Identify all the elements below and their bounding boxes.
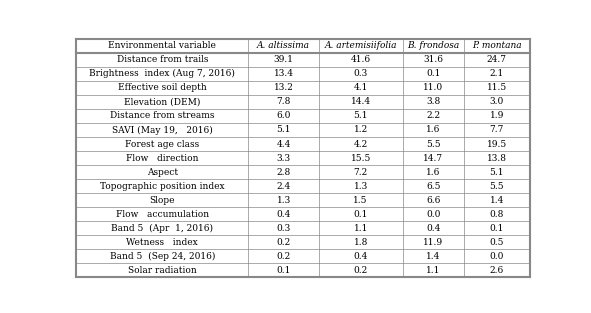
Text: 0.3: 0.3 bbox=[277, 224, 291, 233]
Text: 5.5: 5.5 bbox=[426, 140, 440, 149]
Text: 5.1: 5.1 bbox=[353, 111, 368, 121]
Text: 3.0: 3.0 bbox=[489, 97, 504, 106]
Text: 2.1: 2.1 bbox=[489, 69, 504, 78]
Text: 0.2: 0.2 bbox=[277, 238, 291, 247]
Text: 41.6: 41.6 bbox=[350, 55, 371, 64]
Text: 13.4: 13.4 bbox=[274, 69, 294, 78]
Text: Slope: Slope bbox=[150, 196, 175, 205]
Text: 3.8: 3.8 bbox=[426, 97, 440, 106]
Text: 0.1: 0.1 bbox=[353, 210, 368, 219]
Text: 1.4: 1.4 bbox=[489, 196, 504, 205]
Text: Elevation (DEM): Elevation (DEM) bbox=[124, 97, 200, 106]
Text: 6.5: 6.5 bbox=[426, 182, 440, 191]
Text: 4.4: 4.4 bbox=[277, 140, 291, 149]
Text: Flow   accumulation: Flow accumulation bbox=[116, 210, 209, 219]
Text: 0.2: 0.2 bbox=[353, 266, 368, 275]
Text: Band 5  (Sep 24, 2016): Band 5 (Sep 24, 2016) bbox=[110, 252, 215, 261]
Text: 1.9: 1.9 bbox=[489, 111, 504, 121]
Text: 11.0: 11.0 bbox=[423, 83, 443, 92]
Text: Environmental variable: Environmental variable bbox=[108, 41, 216, 50]
Text: 13.2: 13.2 bbox=[274, 83, 294, 92]
Text: 7.2: 7.2 bbox=[353, 167, 368, 177]
Text: 3.3: 3.3 bbox=[277, 154, 291, 162]
Text: Aspect: Aspect bbox=[147, 167, 178, 177]
Text: 0.4: 0.4 bbox=[426, 224, 440, 233]
Text: 31.6: 31.6 bbox=[423, 55, 443, 64]
Text: P. montana: P. montana bbox=[472, 41, 521, 50]
Text: 19.5: 19.5 bbox=[486, 140, 507, 149]
Text: Wetness   index: Wetness index bbox=[126, 238, 198, 247]
Text: Distance from streams: Distance from streams bbox=[110, 111, 215, 121]
Text: Flow   direction: Flow direction bbox=[126, 154, 199, 162]
Text: 6.6: 6.6 bbox=[426, 196, 440, 205]
Text: 1.6: 1.6 bbox=[426, 167, 440, 177]
Text: 0.5: 0.5 bbox=[489, 238, 504, 247]
Text: SAVI (May 19,   2016): SAVI (May 19, 2016) bbox=[112, 126, 213, 135]
Text: 0.1: 0.1 bbox=[426, 69, 440, 78]
Text: 1.3: 1.3 bbox=[353, 182, 368, 191]
Text: 2.6: 2.6 bbox=[489, 266, 504, 275]
Text: 0.0: 0.0 bbox=[489, 252, 504, 261]
Text: 1.1: 1.1 bbox=[426, 266, 440, 275]
Text: 5.1: 5.1 bbox=[489, 167, 504, 177]
Text: 11.5: 11.5 bbox=[486, 83, 507, 92]
Text: Effective soil depth: Effective soil depth bbox=[118, 83, 207, 92]
Text: 4.2: 4.2 bbox=[353, 140, 368, 149]
Text: 0.1: 0.1 bbox=[277, 266, 291, 275]
Text: A. artemisiifolia: A. artemisiifolia bbox=[324, 41, 397, 50]
Text: 0.4: 0.4 bbox=[353, 252, 368, 261]
Text: 2.4: 2.4 bbox=[277, 182, 291, 191]
Text: A. altissima: A. altissima bbox=[257, 41, 310, 50]
Text: 15.5: 15.5 bbox=[350, 154, 371, 162]
Text: 2.2: 2.2 bbox=[426, 111, 440, 121]
Text: 11.9: 11.9 bbox=[423, 238, 443, 247]
Text: 5.5: 5.5 bbox=[489, 182, 504, 191]
Text: 1.5: 1.5 bbox=[353, 196, 368, 205]
Text: 1.6: 1.6 bbox=[426, 126, 440, 135]
Text: 0.3: 0.3 bbox=[353, 69, 368, 78]
Text: Distance from trails: Distance from trails bbox=[116, 55, 208, 64]
Text: 0.2: 0.2 bbox=[277, 252, 291, 261]
Text: 4.1: 4.1 bbox=[353, 83, 368, 92]
Text: 1.8: 1.8 bbox=[353, 238, 368, 247]
Text: 14.7: 14.7 bbox=[423, 154, 443, 162]
Text: 1.3: 1.3 bbox=[277, 196, 291, 205]
Text: 7.7: 7.7 bbox=[489, 126, 504, 135]
Text: Solar radiation: Solar radiation bbox=[128, 266, 197, 275]
Text: 7.8: 7.8 bbox=[277, 97, 291, 106]
Text: 1.4: 1.4 bbox=[426, 252, 440, 261]
Text: Brightness  index (Aug 7, 2016): Brightness index (Aug 7, 2016) bbox=[89, 69, 235, 79]
Text: Topographic position index: Topographic position index bbox=[100, 182, 225, 191]
Text: 39.1: 39.1 bbox=[274, 55, 294, 64]
Text: B. frondosa: B. frondosa bbox=[407, 41, 459, 50]
Text: 0.4: 0.4 bbox=[277, 210, 291, 219]
Text: 6.0: 6.0 bbox=[277, 111, 291, 121]
Text: 1.2: 1.2 bbox=[353, 126, 368, 135]
Text: 0.1: 0.1 bbox=[489, 224, 504, 233]
Text: 5.1: 5.1 bbox=[277, 126, 291, 135]
Text: 13.8: 13.8 bbox=[487, 154, 506, 162]
Text: 24.7: 24.7 bbox=[487, 55, 506, 64]
Text: 2.8: 2.8 bbox=[277, 167, 291, 177]
Text: 0.0: 0.0 bbox=[426, 210, 440, 219]
Text: 1.1: 1.1 bbox=[353, 224, 368, 233]
Text: Band 5  (Apr  1, 2016): Band 5 (Apr 1, 2016) bbox=[111, 224, 213, 233]
Text: Forest age class: Forest age class bbox=[125, 140, 199, 149]
Text: 14.4: 14.4 bbox=[350, 97, 371, 106]
Text: 0.8: 0.8 bbox=[489, 210, 504, 219]
